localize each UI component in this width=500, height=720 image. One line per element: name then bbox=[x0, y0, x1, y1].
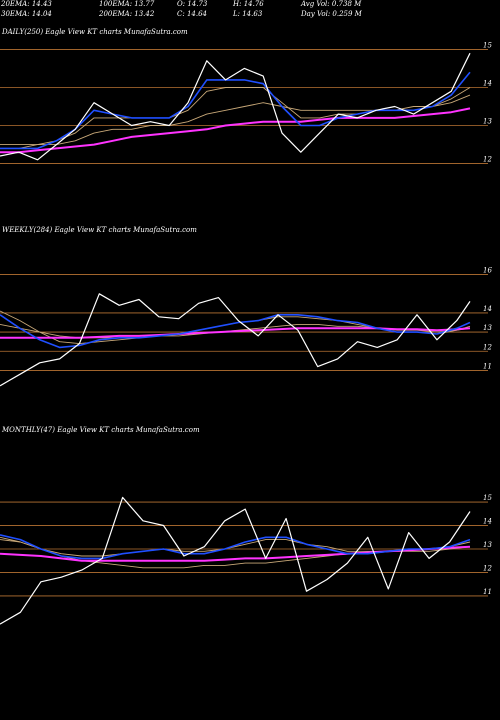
close-readout: C: 14.64 bbox=[177, 10, 207, 18]
series-line-ema100 bbox=[0, 536, 471, 569]
high-readout: H: 14.76 bbox=[233, 0, 264, 8]
ema200-readout: 200EMA: 13.42 bbox=[99, 10, 155, 18]
y-tick-label-13: 13 bbox=[483, 541, 492, 549]
series-line-ema200 bbox=[0, 107, 471, 154]
series-line-ema30 bbox=[0, 87, 471, 146]
series-line-ema200 bbox=[0, 327, 471, 339]
y-tick-label-15: 15 bbox=[483, 494, 492, 502]
chart-title-3: MONTHLY(47) Eagle View KT charts MunafaS… bbox=[1, 426, 200, 434]
chart-panel-2: WEEKLY(284) Eagle View KT charts MunafaS… bbox=[0, 226, 492, 387]
ema30-readout: 30EMA: 14.04 bbox=[1, 10, 52, 18]
y-tick-label-13: 13 bbox=[483, 324, 492, 332]
series-line-ema30 bbox=[0, 539, 471, 557]
dayvol-readout: Day Vol: 0.259 M bbox=[301, 10, 362, 18]
series-line-price bbox=[0, 496, 471, 625]
y-tick-label-12: 12 bbox=[483, 343, 492, 351]
y-tick-label-12: 12 bbox=[483, 564, 492, 572]
series-line-ema20 bbox=[0, 313, 471, 349]
y-tick-label-12: 12 bbox=[483, 156, 492, 164]
y-tick-label-11: 11 bbox=[483, 588, 492, 596]
ema100-readout: 100EMA: 13.77 bbox=[99, 0, 155, 8]
y-tick-label-11: 11 bbox=[483, 362, 492, 370]
chart-title-1: DAILY(250) Eagle View KT charts MunafaSu… bbox=[1, 28, 188, 36]
low-readout: L: 14.63 bbox=[233, 10, 263, 18]
avgvol-readout: Avg Vol: 0.738 M bbox=[301, 0, 362, 8]
chart-panel-3: MONTHLY(47) Eagle View KT charts MunafaS… bbox=[0, 426, 492, 625]
series-line-ema100 bbox=[0, 94, 471, 149]
open-readout: O: 14.73 bbox=[177, 0, 208, 8]
y-tick-label-14: 14 bbox=[483, 518, 492, 526]
chart-panel-1: DAILY(250) Eagle View KT charts MunafaSu… bbox=[0, 28, 492, 164]
series-line-price bbox=[0, 293, 471, 387]
y-tick-label-13: 13 bbox=[483, 118, 492, 126]
series-line-ema20 bbox=[0, 534, 471, 560]
series-line-ema20 bbox=[0, 71, 471, 150]
y-tick-label-14: 14 bbox=[483, 305, 492, 313]
chart-title-2: WEEKLY(284) Eagle View KT charts MunafaS… bbox=[2, 226, 197, 234]
ema20-readout: 20EMA: 14.43 bbox=[1, 0, 52, 8]
series-line-price bbox=[0, 52, 471, 161]
y-tick-label-14: 14 bbox=[483, 79, 492, 87]
y-tick-label-15: 15 bbox=[483, 41, 492, 49]
y-tick-label-16: 16 bbox=[483, 267, 492, 275]
